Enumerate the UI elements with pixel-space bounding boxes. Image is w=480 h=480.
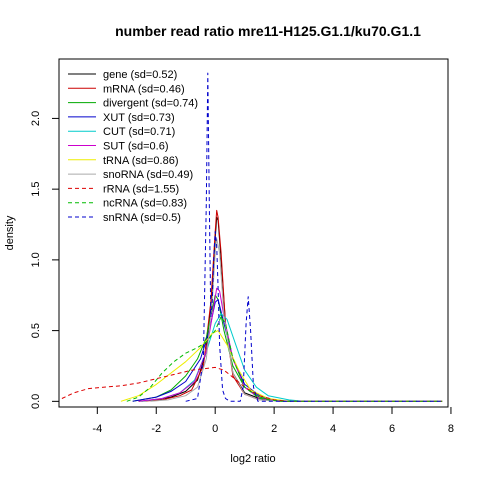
- legend-label: rRNA (sd=1.55): [103, 183, 179, 195]
- y-tick-label: 0.0: [30, 394, 42, 409]
- x-tick-label: 8: [448, 423, 454, 435]
- series-layer: [61, 72, 443, 402]
- series-line-9: [126, 316, 443, 402]
- plot-frame: [58, 58, 449, 408]
- legend-label: divergent (sd=0.74): [103, 98, 198, 110]
- legend-label: snRNA (sd=0.5): [103, 212, 181, 224]
- x-axis-label: log2 ratio: [230, 453, 275, 465]
- series-line-1: [141, 209, 443, 402]
- series-line-8: [61, 366, 443, 402]
- y-tick-label: 1.0: [30, 252, 42, 267]
- series-line-0: [138, 216, 443, 402]
- series-line-6: [120, 330, 443, 402]
- legend-label: ncRNA (sd=0.83): [103, 198, 187, 210]
- x-tick-label: 0: [212, 423, 218, 435]
- x-tick-label: 2: [271, 423, 277, 435]
- legend-label: mRNA (sd=0.46): [103, 83, 185, 95]
- series-line-5: [138, 287, 443, 402]
- legend-label: tRNA (sd=0.86): [103, 155, 179, 167]
- series-line-3: [132, 299, 443, 402]
- legend-label: XUT (sd=0.73): [103, 112, 175, 124]
- series-line-10: [185, 72, 443, 402]
- x-tick-label: 6: [389, 423, 395, 435]
- y-axis-label: density: [4, 215, 16, 250]
- y-axis: 0.0 0.5 1.0 1.5 2.0: [30, 111, 59, 409]
- x-tick-label: -4: [92, 423, 102, 435]
- series-line-7: [150, 238, 443, 402]
- y-tick-label: 0.5: [30, 323, 42, 338]
- x-tick-label: 4: [330, 423, 336, 435]
- x-axis: -4 -2 0 2 4 6 8: [92, 407, 454, 435]
- legend-label: gene (sd=0.52): [103, 69, 177, 81]
- y-tick-label: 1.5: [30, 181, 42, 196]
- legend-label: snoRNA (sd=0.49): [103, 169, 193, 181]
- legend: gene (sd=0.52) mRNA (sd=0.46) divergent (s…: [68, 69, 198, 224]
- legend-label: SUT (sd=0.6): [103, 141, 169, 153]
- legend-label: CUT (sd=0.71): [103, 126, 175, 138]
- x-tick-label: -2: [151, 423, 161, 435]
- y-tick-label: 2.0: [30, 111, 42, 126]
- chart-title: number read ratio mre11-H125.G1.1/ku70.G…: [115, 23, 421, 39]
